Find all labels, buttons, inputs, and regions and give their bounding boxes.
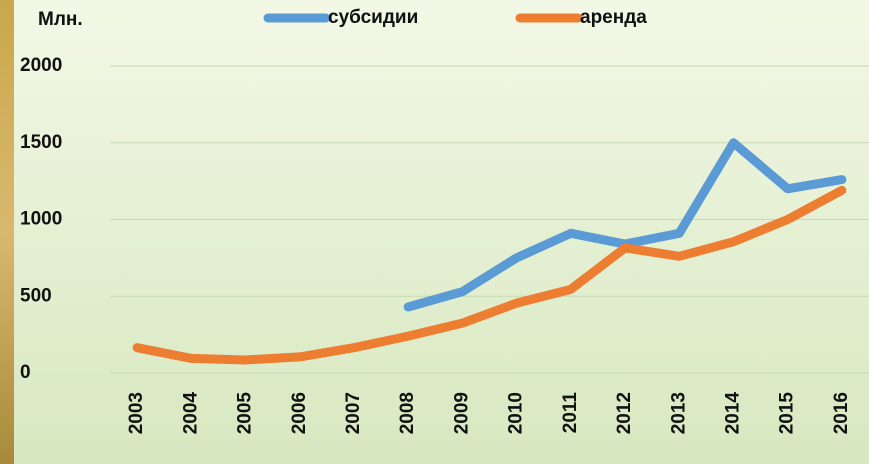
x-tick-label: 2012	[614, 392, 635, 434]
x-tick-label: 2008	[397, 392, 418, 434]
y-tick-label: 1500	[20, 132, 62, 153]
x-tick-label: 2010	[506, 392, 527, 434]
x-tick-label: 2003	[126, 392, 147, 434]
x-tick-label: 2009	[451, 392, 472, 434]
legend-label: субсидии	[328, 7, 418, 28]
y-tick-label: 1000	[20, 209, 62, 230]
edge-decoration	[0, 0, 14, 464]
page: {"chart_data": {"type": "line", "y_label…	[0, 0, 869, 464]
x-tick-label: 2016	[831, 392, 852, 434]
chart: Млн. 0 500 1000 1500 2000 2003 2004 2005 2006 200…	[0, 0, 869, 464]
y-tick-label: 500	[20, 285, 52, 306]
x-tick-label: 2005	[235, 392, 256, 435]
x-tick-label: 2006	[289, 392, 310, 434]
x-tick-label: 2011	[560, 392, 581, 434]
x-tick-label: 2013	[668, 392, 689, 434]
x-tick-label: 2015	[777, 392, 798, 435]
x-tick-label: 2007	[343, 392, 364, 434]
y-tick-label: 0	[20, 362, 31, 383]
y-axis-label: Млн.	[38, 9, 83, 30]
legend-label: аренда	[580, 7, 647, 28]
y-tick-label: 2000	[20, 55, 62, 76]
x-tick-label: 2014	[722, 392, 743, 435]
x-tick-label: 2004	[180, 392, 201, 435]
